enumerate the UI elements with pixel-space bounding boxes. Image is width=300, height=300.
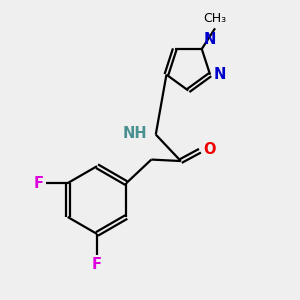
Text: N: N bbox=[203, 32, 216, 46]
Text: NH: NH bbox=[123, 126, 148, 141]
Text: CH₃: CH₃ bbox=[203, 12, 226, 25]
Text: O: O bbox=[203, 142, 216, 157]
Text: N: N bbox=[214, 67, 226, 82]
Text: F: F bbox=[92, 257, 102, 272]
Text: F: F bbox=[34, 176, 44, 190]
